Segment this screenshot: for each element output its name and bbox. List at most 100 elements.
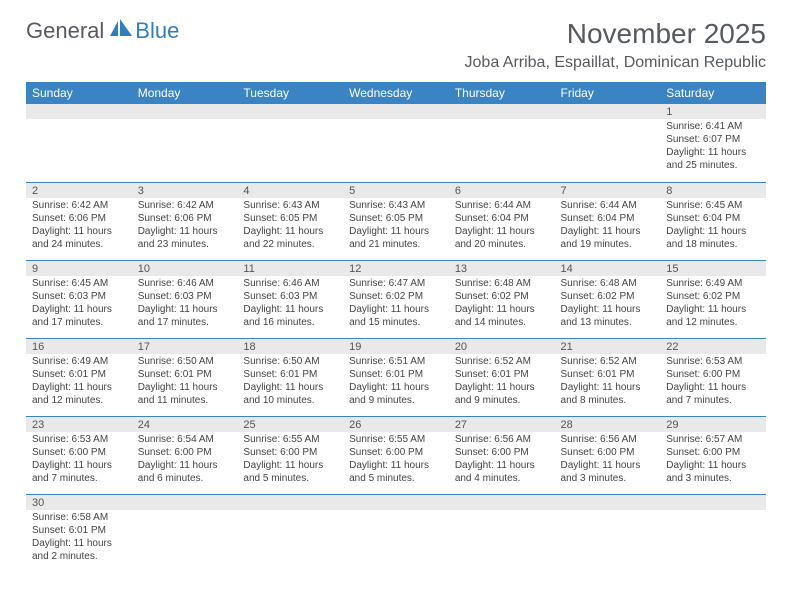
day-details: Sunrise: 6:49 AMSunset: 6:01 PMDaylight:… (26, 354, 132, 409)
calendar-empty (26, 104, 132, 182)
daylight-text: Daylight: 11 hours and 19 minutes. (561, 225, 655, 251)
daylight-text: Daylight: 11 hours and 24 minutes. (32, 225, 126, 251)
day-details (449, 510, 555, 513)
sunset-text: Sunset: 6:06 PM (32, 212, 126, 225)
day-number: 28 (555, 417, 661, 432)
calendar-day: 8Sunrise: 6:45 AMSunset: 6:04 PMDaylight… (660, 182, 766, 260)
sunrise-text: Sunrise: 6:47 AM (349, 277, 443, 290)
day-details (343, 510, 449, 513)
day-number: 30 (26, 495, 132, 510)
sunset-text: Sunset: 6:00 PM (561, 446, 655, 459)
day-number (555, 104, 661, 119)
day-details: Sunrise: 6:42 AMSunset: 6:06 PMDaylight:… (132, 198, 238, 253)
day-number: 3 (132, 183, 238, 198)
day-number: 9 (26, 261, 132, 276)
day-details: Sunrise: 6:51 AMSunset: 6:01 PMDaylight:… (343, 354, 449, 409)
calendar-day: 15Sunrise: 6:49 AMSunset: 6:02 PMDayligh… (660, 260, 766, 338)
sunset-text: Sunset: 6:03 PM (243, 290, 337, 303)
calendar-head: SundayMondayTuesdayWednesdayThursdayFrid… (26, 82, 766, 104)
calendar-day: 6Sunrise: 6:44 AMSunset: 6:04 PMDaylight… (449, 182, 555, 260)
day-number: 19 (343, 339, 449, 354)
weekday-row: SundayMondayTuesdayWednesdayThursdayFrid… (26, 82, 766, 104)
calendar-empty (555, 494, 661, 572)
weekday-header: Friday (555, 82, 661, 104)
calendar-empty (237, 494, 343, 572)
sunset-text: Sunset: 6:01 PM (243, 368, 337, 381)
sunrise-text: Sunrise: 6:45 AM (32, 277, 126, 290)
day-details: Sunrise: 6:57 AMSunset: 6:00 PMDaylight:… (660, 432, 766, 487)
calendar-empty (237, 104, 343, 182)
calendar-row: 1Sunrise: 6:41 AMSunset: 6:07 PMDaylight… (26, 104, 766, 182)
daylight-text: Daylight: 11 hours and 6 minutes. (138, 459, 232, 485)
calendar-day: 27Sunrise: 6:56 AMSunset: 6:00 PMDayligh… (449, 416, 555, 494)
sunrise-text: Sunrise: 6:55 AM (349, 433, 443, 446)
sunset-text: Sunset: 6:02 PM (666, 290, 760, 303)
day-number: 29 (660, 417, 766, 432)
day-number (343, 104, 449, 119)
sunrise-text: Sunrise: 6:49 AM (666, 277, 760, 290)
sunset-text: Sunset: 6:01 PM (455, 368, 549, 381)
day-details: Sunrise: 6:41 AMSunset: 6:07 PMDaylight:… (660, 119, 766, 174)
page-title: November 2025 (465, 18, 766, 50)
daylight-text: Daylight: 11 hours and 17 minutes. (138, 303, 232, 329)
day-details: Sunrise: 6:58 AMSunset: 6:01 PMDaylight:… (26, 510, 132, 565)
sunset-text: Sunset: 6:00 PM (32, 446, 126, 459)
day-details (449, 119, 555, 122)
day-number: 21 (555, 339, 661, 354)
daylight-text: Daylight: 11 hours and 7 minutes. (32, 459, 126, 485)
day-number: 14 (555, 261, 661, 276)
day-details: Sunrise: 6:46 AMSunset: 6:03 PMDaylight:… (132, 276, 238, 331)
day-details (132, 510, 238, 513)
day-details: Sunrise: 6:53 AMSunset: 6:00 PMDaylight:… (26, 432, 132, 487)
day-number (660, 495, 766, 510)
sunrise-text: Sunrise: 6:48 AM (561, 277, 655, 290)
sunset-text: Sunset: 6:04 PM (561, 212, 655, 225)
sunrise-text: Sunrise: 6:50 AM (138, 355, 232, 368)
calendar-day: 24Sunrise: 6:54 AMSunset: 6:00 PMDayligh… (132, 416, 238, 494)
day-details: Sunrise: 6:53 AMSunset: 6:00 PMDaylight:… (660, 354, 766, 409)
calendar-day: 20Sunrise: 6:52 AMSunset: 6:01 PMDayligh… (449, 338, 555, 416)
day-details: Sunrise: 6:52 AMSunset: 6:01 PMDaylight:… (449, 354, 555, 409)
sunrise-text: Sunrise: 6:52 AM (455, 355, 549, 368)
day-number: 18 (237, 339, 343, 354)
daylight-text: Daylight: 11 hours and 7 minutes. (666, 381, 760, 407)
sunset-text: Sunset: 6:02 PM (455, 290, 549, 303)
day-number: 4 (237, 183, 343, 198)
logo-text-1: General (26, 18, 104, 44)
sunrise-text: Sunrise: 6:48 AM (455, 277, 549, 290)
daylight-text: Daylight: 11 hours and 17 minutes. (32, 303, 126, 329)
daylight-text: Daylight: 11 hours and 9 minutes. (349, 381, 443, 407)
calendar-day: 7Sunrise: 6:44 AMSunset: 6:04 PMDaylight… (555, 182, 661, 260)
day-number: 13 (449, 261, 555, 276)
sunrise-text: Sunrise: 6:43 AM (243, 199, 337, 212)
daylight-text: Daylight: 11 hours and 20 minutes. (455, 225, 549, 251)
day-number: 11 (237, 261, 343, 276)
calendar-day: 26Sunrise: 6:55 AMSunset: 6:00 PMDayligh… (343, 416, 449, 494)
calendar-row: 16Sunrise: 6:49 AMSunset: 6:01 PMDayligh… (26, 338, 766, 416)
day-details: Sunrise: 6:43 AMSunset: 6:05 PMDaylight:… (237, 198, 343, 253)
day-details: Sunrise: 6:52 AMSunset: 6:01 PMDaylight:… (555, 354, 661, 409)
sails-icon (109, 19, 133, 37)
sunrise-text: Sunrise: 6:42 AM (138, 199, 232, 212)
day-details: Sunrise: 6:49 AMSunset: 6:02 PMDaylight:… (660, 276, 766, 331)
calendar-row: 30Sunrise: 6:58 AMSunset: 6:01 PMDayligh… (26, 494, 766, 572)
calendar-empty (132, 494, 238, 572)
sunset-text: Sunset: 6:06 PM (138, 212, 232, 225)
sunrise-text: Sunrise: 6:43 AM (349, 199, 443, 212)
sunset-text: Sunset: 6:01 PM (349, 368, 443, 381)
daylight-text: Daylight: 11 hours and 4 minutes. (455, 459, 549, 485)
day-details: Sunrise: 6:54 AMSunset: 6:00 PMDaylight:… (132, 432, 238, 487)
sunrise-text: Sunrise: 6:56 AM (561, 433, 655, 446)
weekday-header: Sunday (26, 82, 132, 104)
sunrise-text: Sunrise: 6:46 AM (138, 277, 232, 290)
sunset-text: Sunset: 6:01 PM (561, 368, 655, 381)
day-details: Sunrise: 6:46 AMSunset: 6:03 PMDaylight:… (237, 276, 343, 331)
sunrise-text: Sunrise: 6:55 AM (243, 433, 337, 446)
day-details: Sunrise: 6:50 AMSunset: 6:01 PMDaylight:… (237, 354, 343, 409)
day-details (237, 510, 343, 513)
calendar-day: 25Sunrise: 6:55 AMSunset: 6:00 PMDayligh… (237, 416, 343, 494)
sunrise-text: Sunrise: 6:53 AM (666, 355, 760, 368)
day-number: 23 (26, 417, 132, 432)
daylight-text: Daylight: 11 hours and 12 minutes. (666, 303, 760, 329)
sunrise-text: Sunrise: 6:54 AM (138, 433, 232, 446)
